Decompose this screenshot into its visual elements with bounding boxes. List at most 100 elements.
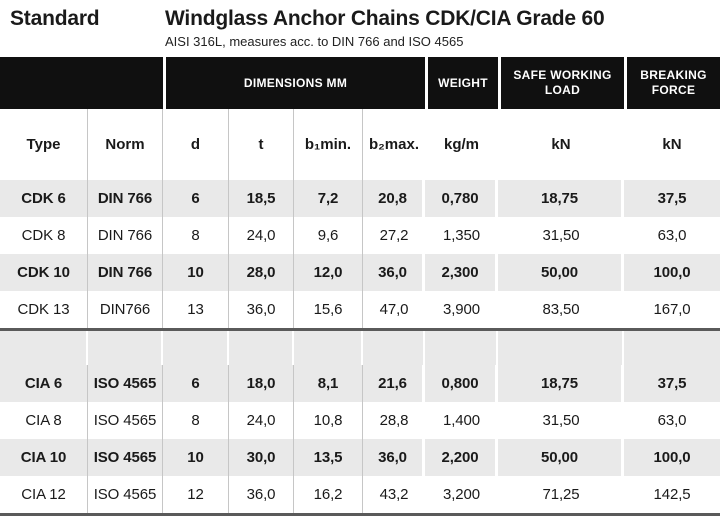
table-cell: 8 (163, 217, 229, 254)
group-header-breaking-force: BREAKING FORCE (624, 57, 720, 109)
table-row: CDK 8 DIN 766 8 24,0 9,6 27,2 1,350 31,50 63,0 (0, 217, 720, 254)
table-cell: 36,0 (363, 254, 425, 291)
group-header-weight: WEIGHT (425, 57, 498, 109)
spacer-cell (294, 331, 363, 365)
table-cell: CIA 6 (0, 365, 88, 402)
table-cell: 2,200 (425, 439, 498, 476)
spacer-cell (88, 331, 163, 365)
table-cell: 16,2 (294, 476, 363, 513)
table-cell: 27,2 (379, 227, 409, 244)
spacer-cell (425, 331, 498, 365)
title-block: Windglass Anchor Chains CDK/CIA Grade 60… (165, 0, 605, 49)
column-header-type: Type (0, 109, 88, 180)
table-cell: DIN766 (88, 291, 163, 328)
table-row: CDK 13 DIN766 13 36,0 15,6 47,0 3,900 83,50 167,… (0, 291, 720, 328)
group-header-dimensions: DIMENSIONS MM (163, 57, 425, 109)
table-cell: DIN 766 (88, 217, 163, 254)
table-cell: 24,0 (229, 402, 294, 439)
table-cell: 13 (163, 291, 229, 328)
table-cell: CIA 12 (0, 476, 88, 513)
table-row: CDK 10 DIN 766 10 28,0 12,0 36,0 2,300 50,00 100… (0, 254, 720, 291)
table-cell: 50,00 (498, 439, 624, 476)
table-cell: CDK 10 (0, 254, 88, 291)
spacer-cell (0, 331, 88, 365)
section-spacer (0, 328, 720, 365)
table-cell: 30,0 (229, 439, 294, 476)
column-header-t: t (229, 109, 294, 180)
spacer-cell (363, 331, 425, 365)
page-subtitle: AISI 316L, measures acc. to DIN 766 and … (165, 34, 464, 49)
table-row: CDK 6 DIN 766 6 18,5 7,2 20,8 0,780 18,75 37,5 (0, 180, 720, 217)
spacer-cell (229, 331, 294, 365)
table-cell: 8 (163, 402, 229, 439)
table-cell: 37,5 (624, 180, 720, 217)
table-cell: 21,6 (363, 365, 425, 402)
column-header-kn-swl: kN (551, 136, 571, 153)
table-cell: ISO 4565 (88, 365, 163, 402)
table-cell: ISO 4565 (88, 402, 163, 439)
standard-label: Standard (10, 7, 100, 30)
table-cell: ISO 4565 (88, 439, 163, 476)
spacer-cell (498, 331, 624, 365)
group-header-safe-working-load: SAFE WORKING LOAD (498, 57, 624, 109)
table-row: CIA 6 ISO 4565 6 18,0 8,1 21,6 0,800 18,75 37,5 (0, 365, 720, 402)
table-cell: 28,0 (229, 254, 294, 291)
group-header-band: DIMENSIONS MM WEIGHT SAFE WORKING LOAD B… (0, 57, 720, 109)
column-header-d: d (163, 109, 229, 180)
table-row: CIA 8 ISO 4565 8 24,0 10,8 28,8 1,400 31,50 63,0 (0, 402, 720, 439)
table-cell: 36,0 (229, 291, 294, 328)
table-cell: CIA 8 (0, 402, 88, 439)
table-cell: 0,800 (425, 365, 498, 402)
column-header-kg-m: kg/m (443, 136, 479, 153)
table-cell: 7,2 (294, 180, 363, 217)
column-header-row: Type Norm d t b₁min. b₂max. kg/m kN kN (0, 109, 720, 180)
table-cell: 6 (163, 365, 229, 402)
table-cell: 63,0 (657, 412, 687, 429)
table-cell: 50,00 (498, 254, 624, 291)
table-cell: DIN 766 (88, 180, 163, 217)
table-cell: 142,5 (653, 486, 691, 503)
table-cell: 37,5 (624, 365, 720, 402)
table-cell: ISO 4565 (88, 476, 163, 513)
table-cell: 71,25 (542, 486, 580, 503)
page-title: Windglass Anchor Chains CDK/CIA Grade 60 (165, 7, 605, 30)
table-cell: 2,300 (425, 254, 498, 291)
table-cell: 24,0 (229, 217, 294, 254)
table-cell: 100,0 (624, 254, 720, 291)
group-header-empty (0, 57, 163, 109)
page-header: Standard Windglass Anchor Chains CDK/CIA… (0, 0, 720, 57)
table-cell: 20,8 (363, 180, 425, 217)
table-cell: 18,0 (229, 365, 294, 402)
table-row: CIA 10 ISO 4565 10 30,0 13,5 36,0 2,200 50,00 10… (0, 439, 720, 476)
table-cell: 10,8 (294, 402, 363, 439)
bottom-rule (0, 513, 720, 516)
table-cell: 100,0 (624, 439, 720, 476)
table-cell: 3,900 (442, 301, 481, 318)
column-header-kn-bf: kN (662, 136, 682, 153)
table-cell: 83,50 (542, 301, 580, 318)
table-cell: CDK 13 (0, 291, 88, 328)
table-cell: 0,780 (425, 180, 498, 217)
table-cell: 31,50 (542, 412, 580, 429)
table-cell: 18,75 (498, 365, 624, 402)
table-cell: 43,2 (379, 486, 409, 503)
column-header-b2max: b₂max. (368, 136, 420, 153)
table-cell: 3,200 (442, 486, 481, 503)
table-cell: CDK 8 (0, 217, 88, 254)
spacer-cell (163, 331, 229, 365)
table-cell: 15,6 (294, 291, 363, 328)
table-row: CIA 12 ISO 4565 12 36,0 16,2 43,2 3,200 71,25 14… (0, 476, 720, 513)
table-cell: 18,5 (229, 180, 294, 217)
table-cell: 6 (163, 180, 229, 217)
spacer-cell (624, 331, 720, 365)
table-cell: 10 (163, 439, 229, 476)
table-cell: 8,1 (294, 365, 363, 402)
table-cell: 31,50 (542, 227, 580, 244)
table-cell: 12,0 (294, 254, 363, 291)
table-cell: 9,6 (294, 217, 363, 254)
table-cell: 36,0 (363, 439, 425, 476)
table-cell: 13,5 (294, 439, 363, 476)
table-cell: 167,0 (653, 301, 691, 318)
table-cell: 63,0 (657, 227, 687, 244)
